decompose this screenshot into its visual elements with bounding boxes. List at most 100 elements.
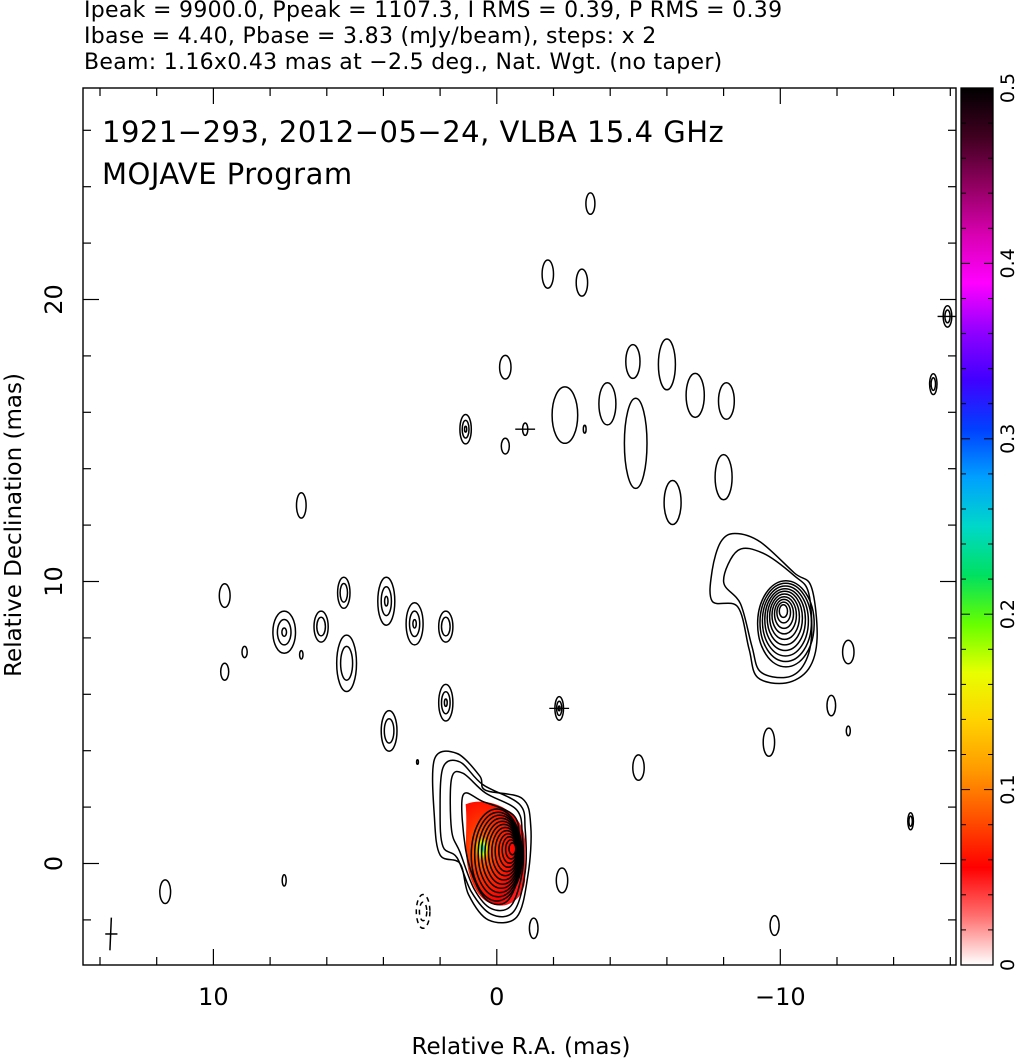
- negative-contour-0-0: [415, 893, 431, 930]
- chart-title-line2: MOJAVE Program: [102, 157, 353, 191]
- knot-contour-7: [773, 598, 795, 630]
- noise-contour-28-0: [219, 662, 230, 681]
- knot-contour-3: [764, 587, 807, 652]
- knot-contour-5: [768, 593, 801, 641]
- noise-contour-22-0: [335, 634, 358, 693]
- noise-contour-3-0: [498, 354, 512, 380]
- x-tick-label: 0: [489, 983, 504, 1011]
- noise-contour-7-0: [717, 381, 736, 421]
- y-tick-label: 0: [40, 856, 68, 871]
- negative-contour-0-1: [418, 901, 428, 922]
- noise-contour-20-1: [316, 616, 327, 637]
- noise-contour-40-0: [281, 874, 287, 887]
- noise-contour-21-0: [336, 576, 351, 610]
- plot-frame: [82, 87, 957, 966]
- noise-contour-12-0: [582, 424, 587, 434]
- noise-contour-26-0: [437, 683, 454, 722]
- axis-ticks: 10 0 −10 0 10 20: [40, 88, 956, 1011]
- noise-contour-2-0: [575, 268, 589, 297]
- knot-contour-2: [761, 585, 810, 657]
- noise-contour-42-0: [907, 811, 915, 831]
- core-outer-contour-0: [431, 750, 532, 924]
- noise-contour-18-0: [218, 583, 231, 609]
- colorbar-tick-label: 0.5: [997, 73, 1019, 103]
- knot-contour-1: [759, 582, 813, 663]
- colorbar-tick-label: 0: [997, 959, 1019, 971]
- noise-contour-19-1: [276, 618, 292, 646]
- noise-contour-0-0: [585, 192, 596, 216]
- noise-contour-41-0: [769, 914, 780, 937]
- noise-contour-30-0: [298, 649, 304, 660]
- knot-contour-4: [766, 590, 804, 646]
- noise-contour-22-1: [339, 645, 354, 681]
- knot-outer-contour-1: [722, 547, 813, 679]
- noise-contour-15-0: [714, 453, 733, 501]
- header-beam-line: Beam: 1.16x0.43 mas at −2.5 deg., Nat. W…: [84, 50, 723, 75]
- noise-contour-13-0: [500, 437, 511, 455]
- noise-contour-14-0: [459, 413, 473, 445]
- colorbar-ticks: 0 0.1 0.2 0.3 0.4 0.5: [961, 73, 1019, 971]
- noise-contour-27-0: [380, 709, 398, 752]
- colorbar: [960, 87, 994, 966]
- colorbar-tick-label: 0.3: [997, 424, 1019, 454]
- knot-contour-8: [776, 601, 792, 624]
- y-tick-label: 10: [40, 566, 68, 597]
- noise-contour-32-0: [632, 754, 645, 782]
- noise-contour-20-0: [313, 610, 329, 643]
- noise-contour-24-2: [412, 618, 418, 629]
- colorbar-tick-label: 0.2: [997, 599, 1019, 629]
- noise-contour-29-0: [241, 645, 248, 659]
- knot-contour-6: [771, 595, 798, 635]
- core-outer-contour-1: [439, 759, 528, 918]
- y-tick-label: 20: [40, 284, 68, 315]
- noise-contour-23-2: [383, 595, 389, 607]
- noise-contour-9-0: [551, 386, 579, 445]
- noise-contour-37-0: [555, 867, 569, 894]
- header-stats-line: Ipeak = 9900.0, Ppeak = 1107.3, I RMS = …: [84, 0, 783, 23]
- noise-contour-38-0: [528, 917, 539, 940]
- colorbar-tick-label: 0.1: [997, 774, 1019, 804]
- x-axis-label: Relative R.A. (mas): [412, 1034, 631, 1060]
- noise-contour-25-0: [437, 610, 454, 643]
- noise-contour-36-0: [845, 725, 852, 737]
- noise-contour-33-0: [762, 727, 776, 758]
- knot-contour-0: [756, 579, 815, 668]
- noise-contour-34-0: [826, 694, 837, 717]
- noise-contour-45-0: [415, 758, 420, 766]
- y-axis-label: Relative Declination (mas): [1, 373, 27, 677]
- x-tick-label: 10: [198, 983, 229, 1011]
- noise-contour-19-0: [272, 610, 297, 655]
- noise-contour-23-0: [377, 576, 396, 626]
- noise-contour-24-0: [405, 601, 424, 646]
- core-contour-11: [508, 842, 517, 856]
- noise-contour-39-0: [159, 879, 172, 905]
- knot-outer-contour-0: [709, 532, 818, 685]
- noise-contour-10-0: [623, 397, 648, 490]
- noise-contour-14-1: [461, 419, 470, 439]
- x-tick-label: −10: [755, 983, 806, 1011]
- chart-title-line1: 1921−293, 2012−05−24, VLBA 15.4 GHz: [102, 115, 724, 149]
- noise-contour-5-0: [657, 338, 677, 391]
- noise-contour-25-1: [440, 616, 451, 637]
- noise-contour-4-0: [625, 343, 641, 380]
- noise-contour-26-2: [443, 698, 448, 708]
- header-base-line: Ibase = 4.40, Pbase = 3.83 (mJy/beam), s…: [84, 24, 657, 49]
- noise-contour-16-0: [663, 479, 682, 526]
- noise-contour-42-1: [908, 815, 914, 828]
- noise-contour-1-0: [541, 259, 555, 289]
- map-layer: [105, 192, 956, 951]
- noise-contour-35-0: [841, 639, 855, 665]
- noise-contour-43-1: [930, 377, 937, 392]
- noise-contour-23-1: [380, 586, 393, 617]
- noise-contour-21-1: [339, 582, 349, 603]
- colorbar-tick-label: 0.4: [997, 248, 1019, 278]
- core-outer-contour-2: [449, 770, 525, 912]
- knot-contour-9: [778, 604, 789, 619]
- noise-contour-8-0: [598, 381, 617, 426]
- noise-contour-17-0: [295, 491, 307, 519]
- noise-contour-26-1: [440, 690, 451, 715]
- noise-contour-27-1: [383, 717, 395, 744]
- noise-contour-14-2: [463, 425, 468, 433]
- noise-contour-24-1: [408, 610, 421, 638]
